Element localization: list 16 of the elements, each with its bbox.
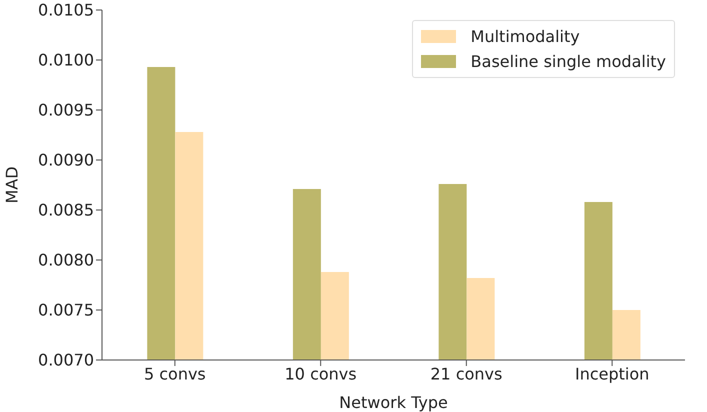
y-axis-title: MAD [2, 166, 22, 204]
x-tick-label: 5 convs [144, 364, 206, 384]
y-tick-label: 0.0090 [38, 150, 94, 170]
y-tick-label: 0.0095 [38, 100, 94, 120]
y-tick-label: 0.0100 [38, 50, 94, 70]
y-tick-label: 0.0080 [38, 250, 94, 270]
x-axis-title: Network Type [339, 393, 448, 412]
y-tick-label: 0.0105 [38, 0, 94, 20]
legend-label: Multimodality [470, 27, 580, 46]
x-tick-label: 21 convs [430, 364, 502, 384]
x-tick-label: 10 convs [284, 364, 357, 384]
y-tick-label: 0.0075 [38, 300, 94, 320]
y-tick-label: 0.0085 [38, 200, 94, 220]
y-tick-label: 0.0070 [38, 350, 94, 370]
legend-label: Baseline single modality [470, 52, 666, 71]
x-tick-label: Inception [574, 364, 650, 384]
